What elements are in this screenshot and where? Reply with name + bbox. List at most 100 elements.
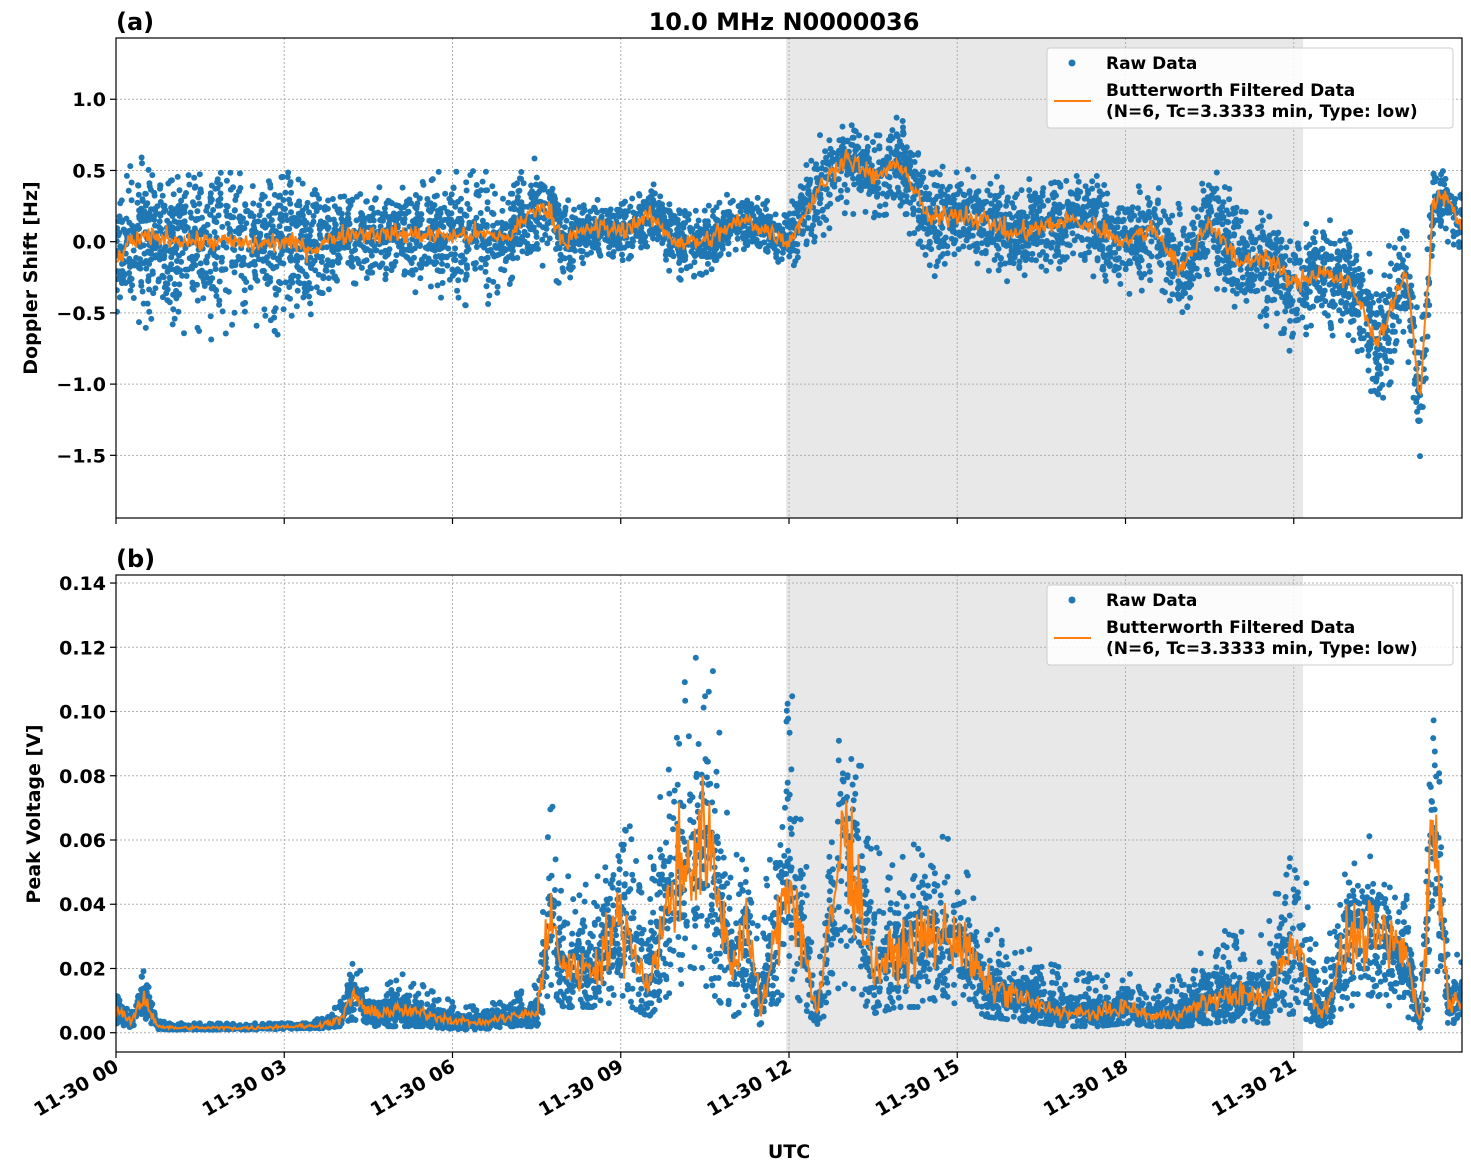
raw-point	[1184, 303, 1191, 310]
raw-point	[874, 191, 881, 197]
raw-point	[294, 202, 300, 208]
raw-point	[1094, 182, 1101, 189]
raw-point	[1016, 263, 1023, 270]
raw-point	[879, 190, 886, 197]
raw-point	[1355, 311, 1362, 318]
raw-point	[1436, 206, 1443, 212]
raw-point	[759, 214, 766, 220]
raw-point	[808, 231, 815, 237]
raw-point	[1112, 265, 1119, 272]
raw-point	[951, 201, 958, 208]
raw-point	[725, 251, 732, 258]
raw-point	[287, 179, 294, 186]
raw-point	[1033, 214, 1040, 221]
raw-point	[929, 171, 936, 178]
raw-point	[1243, 297, 1250, 304]
raw-point	[1347, 260, 1354, 267]
raw-point	[1152, 214, 1159, 221]
raw-point	[1191, 225, 1198, 232]
raw-point	[447, 199, 454, 206]
raw-point	[219, 308, 226, 315]
raw-point	[774, 248, 781, 255]
raw-point	[287, 295, 293, 302]
raw-point	[514, 254, 521, 261]
raw-point	[1010, 204, 1017, 211]
raw-point	[985, 267, 992, 274]
raw-point	[1263, 312, 1270, 319]
raw-point	[566, 261, 573, 268]
raw-point	[822, 166, 829, 173]
raw-point	[987, 180, 994, 187]
raw-point	[139, 288, 146, 295]
raw-point	[856, 132, 863, 139]
raw-point	[260, 267, 267, 274]
raw-point	[157, 199, 164, 205]
raw-point	[477, 264, 484, 271]
raw-point	[922, 251, 929, 258]
raw-point	[1099, 191, 1106, 198]
raw-point	[616, 206, 623, 213]
raw-point	[208, 336, 215, 343]
raw-point	[1012, 250, 1019, 257]
raw-point	[484, 247, 491, 254]
raw-point	[761, 239, 768, 246]
raw-point	[1040, 185, 1047, 192]
raw-point	[201, 224, 207, 231]
raw-point	[1306, 250, 1313, 257]
raw-point	[1342, 236, 1349, 243]
raw-point	[924, 230, 931, 237]
raw-point	[834, 151, 841, 158]
raw-point	[667, 246, 674, 253]
raw-point	[1137, 245, 1144, 252]
raw-point	[171, 315, 178, 322]
raw-point	[803, 176, 810, 183]
raw-point	[1316, 254, 1323, 261]
raw-point	[1071, 237, 1078, 244]
raw-point	[778, 256, 785, 263]
raw-point	[588, 249, 594, 256]
raw-point	[1057, 258, 1064, 265]
raw-point	[444, 262, 451, 269]
raw-point	[157, 182, 164, 189]
raw-point	[1430, 171, 1437, 178]
raw-point	[915, 150, 922, 157]
raw-point	[1086, 236, 1093, 243]
raw-point	[381, 205, 388, 212]
raw-point	[772, 211, 779, 218]
raw-point	[1329, 332, 1336, 339]
raw-point	[910, 205, 917, 212]
raw-point	[1211, 218, 1218, 224]
raw-point	[915, 240, 922, 247]
raw-point	[920, 168, 926, 175]
raw-point	[407, 246, 413, 253]
raw-point	[671, 214, 678, 221]
raw-point	[756, 243, 763, 250]
raw-point	[1122, 266, 1129, 273]
raw-point	[1386, 273, 1393, 280]
raw-point	[1360, 335, 1367, 342]
raw-point	[917, 223, 924, 230]
raw-point	[140, 300, 147, 307]
raw-point	[136, 207, 143, 214]
raw-point	[577, 247, 584, 254]
raw-point	[159, 192, 166, 199]
raw-point	[1391, 244, 1398, 251]
raw-point	[232, 197, 239, 203]
raw-point	[1237, 266, 1244, 273]
raw-point	[657, 193, 664, 200]
raw-point	[1036, 207, 1043, 214]
raw-point	[289, 220, 296, 227]
raw-point	[507, 190, 514, 197]
raw-point	[213, 293, 220, 299]
raw-point	[386, 220, 392, 227]
raw-point	[268, 262, 274, 269]
raw-point	[1214, 261, 1221, 268]
raw-point	[1286, 347, 1293, 354]
raw-point	[881, 212, 888, 218]
raw-point	[917, 182, 923, 189]
raw-point	[893, 131, 900, 138]
raw-point	[889, 127, 896, 134]
raw-point	[1226, 196, 1233, 203]
raw-point	[138, 154, 145, 161]
raw-point	[820, 232, 827, 238]
